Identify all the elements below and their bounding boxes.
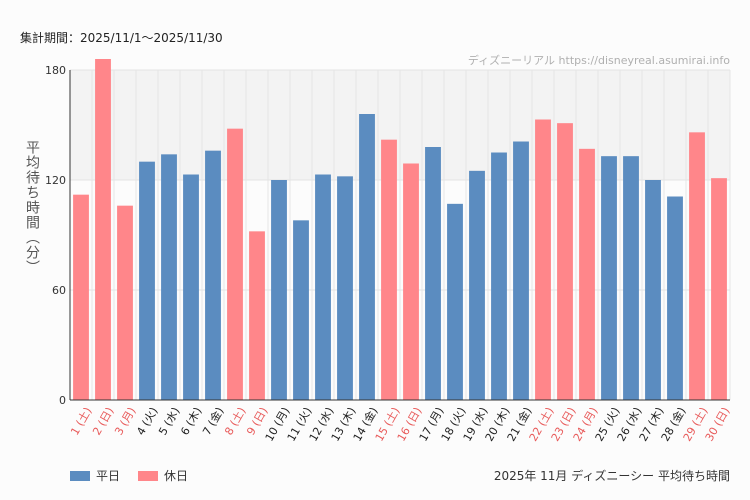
x-tick-label: 1 (土)	[68, 405, 94, 438]
x-tick-label: 8 (土)	[222, 405, 248, 438]
legend-swatch-holiday	[138, 470, 159, 481]
bar-10	[271, 180, 287, 400]
bar-30	[711, 178, 727, 400]
watermark: ディズニーリアル https://disneyreal.asumirai.inf…	[467, 54, 730, 67]
x-tick-label: 4 (火)	[134, 405, 160, 438]
bar-15	[381, 139, 397, 400]
legend-item-holiday: 休日	[138, 467, 188, 484]
bar-2	[95, 59, 111, 400]
bar-1	[73, 194, 89, 400]
bar-24	[579, 148, 595, 400]
x-tick-label: 5 (水)	[156, 405, 182, 438]
bar-29	[689, 132, 705, 401]
bar-19	[469, 170, 485, 400]
legend-label-holiday: 休日	[164, 469, 189, 483]
x-tick-label: 6 (木)	[178, 405, 204, 438]
bar-13	[337, 176, 353, 400]
bar-6	[183, 174, 199, 400]
bar-17	[425, 147, 441, 400]
y-axis-label: 平均待ち時間（分）	[24, 140, 40, 275]
y-tick-label: 120	[45, 174, 66, 187]
bar-16	[403, 163, 419, 400]
bar-5	[161, 154, 177, 400]
chart-title: 2025年 11月 ディズニーシー 平均待ち時間	[493, 469, 730, 483]
bar-18	[447, 203, 463, 400]
bar-22	[535, 119, 551, 400]
bar-25	[601, 156, 617, 400]
bar-14	[359, 114, 375, 400]
period-label: 集計期間：2025/11/1〜2025/11/30	[20, 31, 223, 45]
bar-12	[315, 174, 331, 400]
bar-9	[249, 231, 265, 400]
bar-4	[139, 161, 155, 400]
legend-label-weekday: 平日	[96, 469, 121, 483]
bar-21	[513, 141, 529, 400]
bar-7	[205, 150, 221, 400]
y-tick-label: 0	[59, 394, 66, 407]
bar-11	[293, 220, 309, 400]
bar-27	[645, 180, 661, 400]
bar-26	[623, 156, 639, 400]
y-tick-label: 180	[45, 64, 66, 77]
y-tick-label: 60	[52, 284, 66, 297]
x-tick-label: 2 (日)	[90, 405, 116, 438]
bar-3	[117, 205, 133, 400]
legend: 平日 休日	[70, 467, 206, 484]
bar-8	[227, 128, 243, 400]
legend-item-weekday: 平日	[70, 467, 120, 484]
bar-28	[667, 196, 683, 400]
x-tick-label: 7 (金)	[199, 405, 226, 438]
x-tick-label: 3 (月)	[112, 405, 138, 438]
bar-20	[491, 152, 507, 400]
bar-23	[557, 123, 573, 401]
legend-swatch-weekday	[70, 470, 90, 481]
